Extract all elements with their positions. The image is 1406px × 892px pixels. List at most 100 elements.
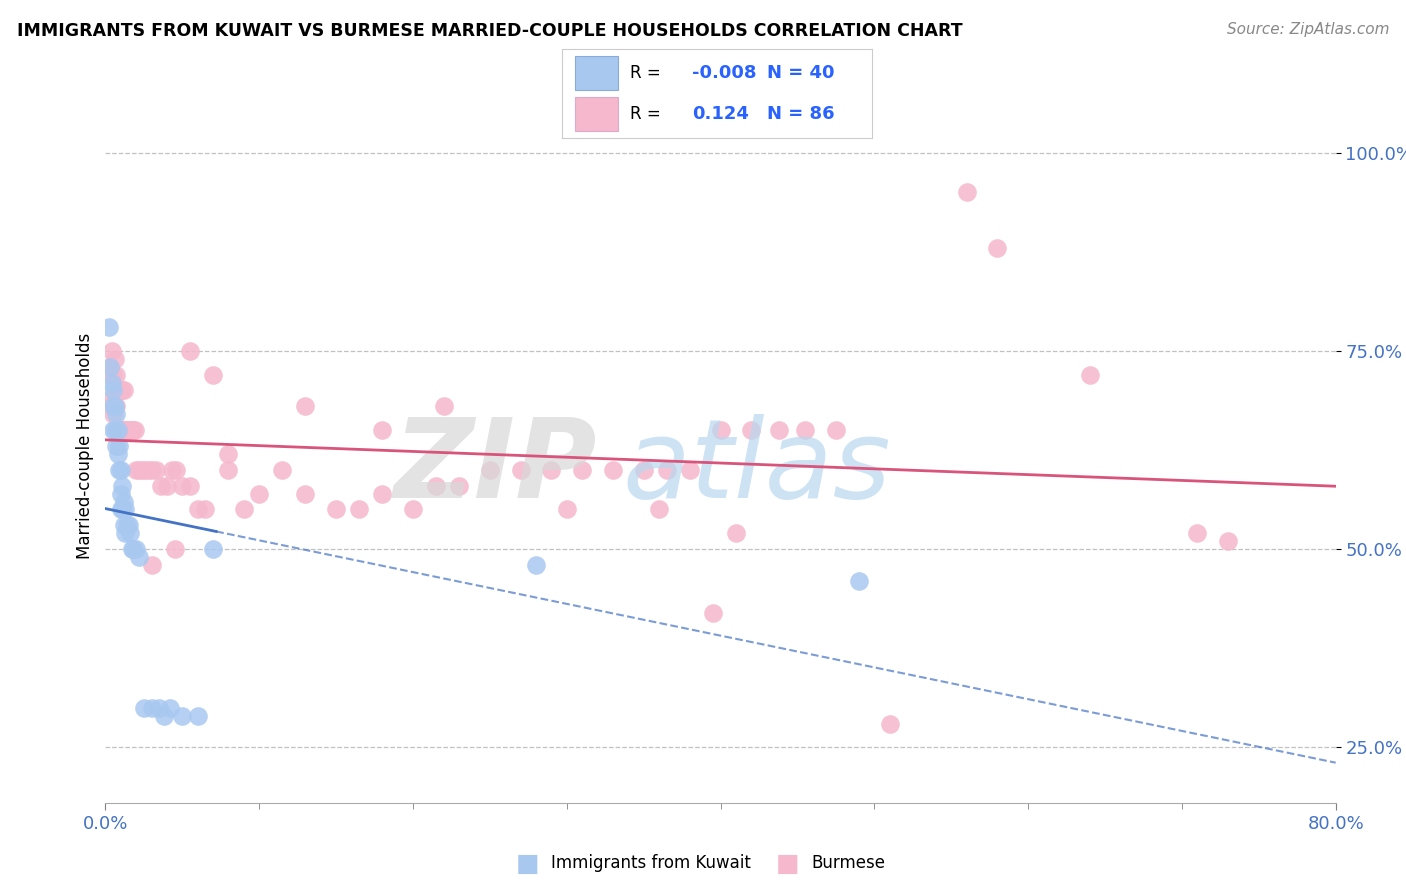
Text: R =: R = (630, 105, 672, 123)
Point (433, 400, 456, 414)
Point (104, 400, 127, 414)
Point (121, 542, 143, 557)
Text: ■: ■ (776, 852, 799, 875)
Point (524, 558, 547, 572)
Point (218, 447, 240, 461)
Point (425, 478, 447, 492)
Point (107, 447, 129, 461)
Point (125, 463, 148, 477)
Point (101, 407, 124, 421)
Point (114, 502, 136, 516)
Point (134, 463, 156, 477)
Point (294, 486, 316, 500)
Point (179, 343, 201, 358)
Text: Source: ZipAtlas.com: Source: ZipAtlas.com (1226, 22, 1389, 37)
Point (117, 423, 139, 437)
Point (111, 502, 134, 516)
Point (509, 463, 531, 477)
Point (122, 542, 145, 557)
Point (128, 549, 150, 564)
Text: 0.124: 0.124 (692, 105, 749, 123)
Point (104, 351, 127, 366)
Point (768, 423, 790, 437)
Point (107, 423, 129, 437)
Point (132, 700, 155, 714)
Point (679, 463, 702, 477)
Text: IMMIGRANTS FROM KUWAIT VS BURMESE MARRIED-COUPLE HOUSEHOLDS CORRELATION CHART: IMMIGRANTS FROM KUWAIT VS BURMESE MARRIE… (17, 22, 963, 40)
Bar (575, 97, 619, 131)
Point (702, 606, 724, 620)
Point (105, 407, 128, 421)
Point (111, 423, 134, 437)
Point (172, 708, 194, 723)
Point (172, 478, 194, 492)
Point (111, 478, 134, 492)
Point (879, 716, 901, 731)
Point (153, 708, 176, 723)
Point (97, 400, 120, 414)
Point (108, 439, 131, 453)
Point (202, 368, 225, 382)
Point (1216, 534, 1239, 549)
Point (114, 423, 136, 437)
Point (848, 574, 870, 588)
Point (555, 502, 578, 516)
Point (347, 502, 370, 516)
Point (110, 384, 132, 398)
Point (112, 494, 135, 508)
Point (112, 384, 135, 398)
Bar (575, 56, 619, 90)
Text: Immigrants from Kuwait: Immigrants from Kuwait (551, 855, 751, 872)
Point (141, 558, 163, 572)
Point (110, 486, 132, 500)
Text: atlas: atlas (621, 414, 891, 521)
Point (202, 542, 225, 557)
Point (101, 423, 124, 437)
Point (1187, 526, 1209, 541)
Point (105, 368, 128, 382)
Point (179, 478, 201, 492)
Point (602, 463, 624, 477)
Point (371, 423, 394, 437)
Text: ■: ■ (516, 852, 538, 875)
Point (633, 463, 655, 477)
Point (160, 463, 183, 477)
Text: ZIP: ZIP (394, 414, 598, 521)
Point (294, 400, 316, 414)
Point (156, 478, 179, 492)
Point (124, 423, 146, 437)
Point (125, 542, 148, 557)
Point (571, 463, 593, 477)
Point (111, 384, 134, 398)
Point (740, 423, 762, 437)
Point (117, 518, 139, 533)
Point (655, 463, 678, 477)
Text: N = 86: N = 86 (766, 105, 834, 123)
Point (145, 463, 167, 477)
Point (100, 343, 122, 358)
Point (187, 502, 209, 516)
Point (218, 463, 240, 477)
Point (97, 320, 120, 334)
Point (120, 423, 141, 437)
Point (648, 502, 671, 516)
Point (115, 423, 138, 437)
Point (325, 502, 347, 516)
Point (112, 423, 135, 437)
Point (794, 423, 817, 437)
Point (165, 463, 187, 477)
Point (114, 526, 136, 541)
Point (110, 423, 132, 437)
Point (540, 463, 562, 477)
Point (232, 502, 254, 516)
Y-axis label: Married-couple Households: Married-couple Households (76, 333, 94, 559)
Point (271, 463, 294, 477)
Point (120, 526, 141, 541)
Point (141, 700, 163, 714)
Point (107, 423, 129, 437)
Point (1078, 368, 1101, 382)
Point (105, 439, 128, 453)
Point (825, 423, 848, 437)
Point (956, 186, 979, 200)
Point (194, 502, 217, 516)
